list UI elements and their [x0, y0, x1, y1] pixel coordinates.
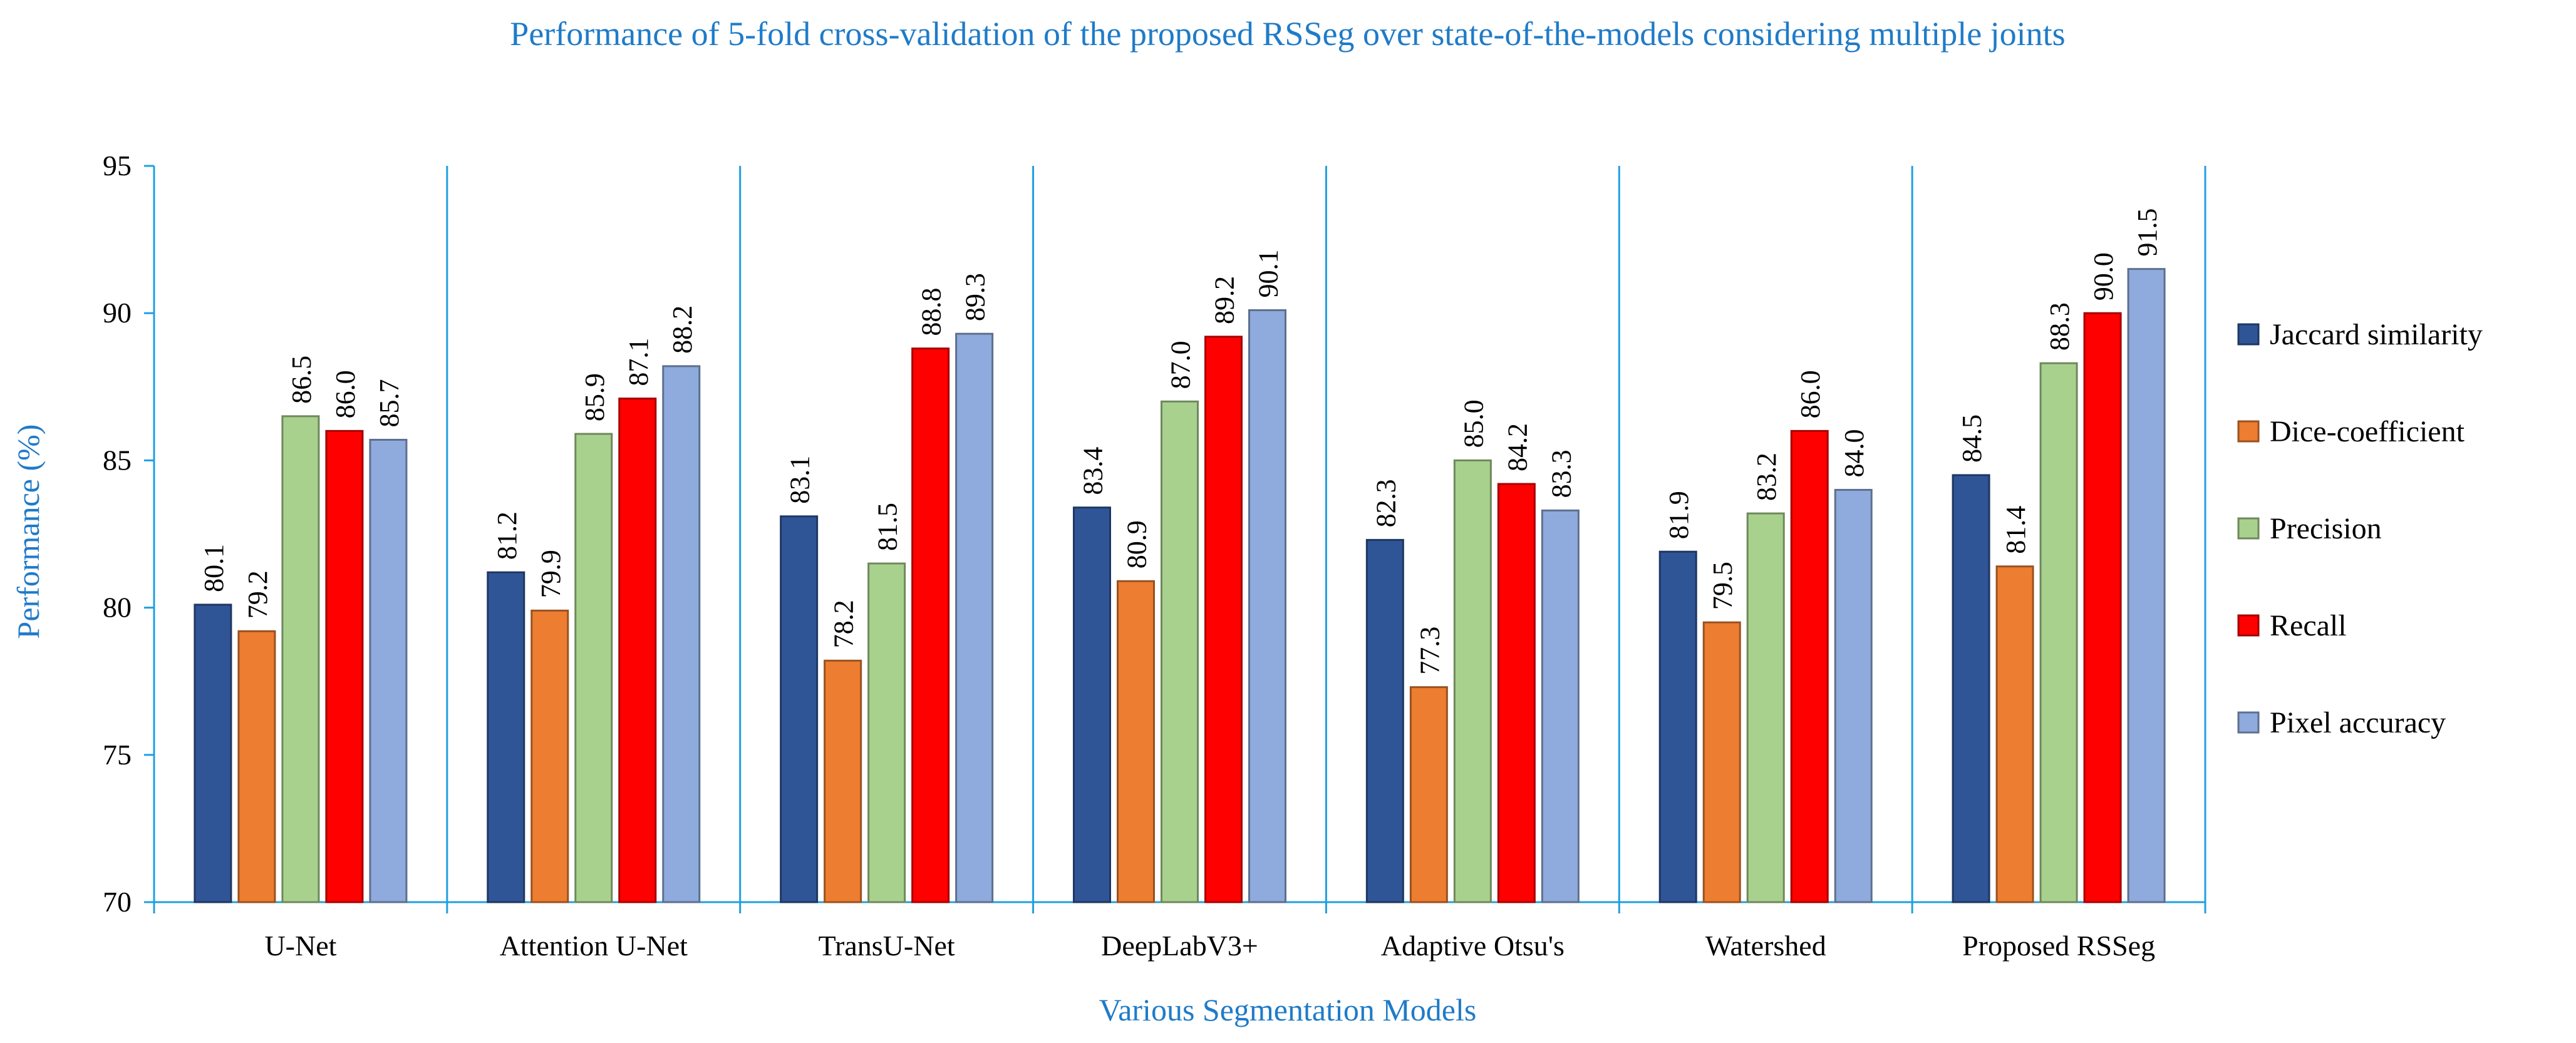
- legend-label: Dice-coefficient: [2270, 415, 2465, 448]
- y-tick-label: 80: [103, 592, 132, 624]
- legend-swatch: [2237, 420, 2260, 443]
- data-label: 87.1: [623, 338, 654, 386]
- data-label: 81.2: [492, 511, 522, 560]
- bar: [955, 332, 994, 903]
- x-tick-label: Watershed: [1705, 930, 1826, 962]
- bar: [1746, 512, 1785, 903]
- bar: [530, 609, 569, 903]
- data-label: 78.2: [829, 600, 859, 648]
- bar: [867, 562, 906, 903]
- chart-title: Performance of 5-fold cross-validation o…: [510, 15, 2065, 53]
- bar: [1453, 459, 1492, 903]
- x-tick-label: Adaptive Otsu's: [1381, 930, 1565, 962]
- bar: [237, 630, 276, 903]
- bar: [662, 365, 701, 903]
- data-label: 89.2: [1209, 276, 1240, 324]
- bar: [1834, 488, 1873, 903]
- data-label: 91.5: [2132, 208, 2163, 257]
- bar: [1204, 336, 1243, 903]
- bar: [2039, 362, 2078, 903]
- data-label: 84.5: [1957, 414, 1987, 463]
- data-label: 86.0: [1795, 370, 1826, 418]
- bar: [1161, 400, 1199, 903]
- bar: [1790, 429, 1829, 903]
- bar: [2127, 268, 2166, 903]
- y-tick-label: 95: [103, 150, 132, 182]
- bar: [1995, 565, 2034, 903]
- bar: [487, 571, 525, 903]
- bar: [2083, 312, 2122, 903]
- data-label: 86.5: [286, 356, 317, 404]
- data-label: 81.9: [1663, 491, 1694, 539]
- data-label: 85.0: [1458, 399, 1489, 448]
- data-label: 87.0: [1166, 341, 1196, 389]
- legend-label: Jaccard similarity: [2270, 318, 2483, 351]
- x-axis-title: Various Segmentation Models: [1099, 992, 1477, 1027]
- x-tick-label: DeepLabV3+: [1101, 930, 1258, 962]
- plot-area: 70 75 80 85 90 95 80.1 79.2 86.5 86.0 85.7 U-Net 81.…: [103, 150, 2206, 962]
- bar: [911, 347, 950, 903]
- bar: [1497, 483, 1536, 903]
- data-label: 83.4: [1078, 447, 1109, 495]
- legend-swatch: [2237, 614, 2260, 637]
- legend-label: Precision: [2270, 512, 2382, 545]
- y-axis-title: Performance (%): [11, 424, 46, 639]
- data-label: 81.5: [872, 503, 903, 551]
- bar: [1702, 621, 1741, 903]
- bar: [1409, 686, 1448, 903]
- bar: [618, 398, 657, 903]
- x-tick-label: TransU-Net: [819, 930, 955, 962]
- x-tick-label: Attention U-Net: [500, 930, 688, 962]
- bar: [1248, 309, 1286, 903]
- data-label: 80.1: [199, 544, 229, 592]
- data-label: 85.9: [579, 373, 610, 421]
- y-tick-label: 85: [103, 444, 132, 476]
- data-label: 84.2: [1502, 423, 1533, 471]
- data-label: 81.4: [2000, 506, 2031, 554]
- legend-label: Recall: [2270, 609, 2347, 642]
- data-label: 82.3: [1370, 479, 1401, 527]
- bar: [780, 515, 819, 903]
- data-label: 88.3: [2044, 302, 2075, 351]
- data-label: 77.3: [1414, 627, 1445, 675]
- data-label: 84.0: [1839, 429, 1870, 477]
- bar: [1952, 474, 1990, 903]
- bar: [369, 438, 408, 903]
- data-label: 79.5: [1707, 562, 1738, 610]
- legend-label: Pixel accuracy: [2270, 706, 2446, 739]
- data-label: 83.1: [785, 456, 815, 504]
- bar: [1658, 550, 1697, 903]
- data-label: 86.0: [330, 370, 361, 418]
- data-label: 79.2: [242, 570, 273, 619]
- x-tick-label: U-Net: [264, 930, 336, 962]
- y-tick-label: 75: [103, 739, 132, 771]
- data-label: 90.1: [1253, 249, 1284, 297]
- data-label: 89.3: [960, 273, 991, 321]
- bar: [574, 433, 613, 903]
- legend: Jaccard similarity Dice-coefficient Precis…: [2237, 318, 2483, 739]
- data-label: 83.3: [1546, 450, 1576, 498]
- x-tick-label: Proposed RSSeg: [1962, 930, 2155, 962]
- data-label: 79.9: [535, 550, 566, 598]
- legend-swatch: [2237, 323, 2260, 346]
- bar: [1117, 580, 1155, 903]
- y-tick-label: 70: [103, 886, 132, 918]
- data-label: 80.9: [1122, 520, 1152, 568]
- bar: [281, 415, 320, 903]
- bar: [1541, 509, 1580, 903]
- legend-swatch: [2237, 517, 2260, 540]
- data-label: 85.7: [374, 379, 405, 427]
- bar: [824, 659, 862, 903]
- bar: [1073, 506, 1111, 903]
- y-tick-label: 90: [103, 297, 132, 329]
- legend-swatch: [2237, 711, 2260, 734]
- bar: [1365, 538, 1404, 903]
- bar: [194, 604, 232, 903]
- data-label: 88.8: [916, 288, 947, 336]
- bar: [325, 429, 364, 903]
- data-label: 90.0: [2088, 252, 2119, 301]
- data-label: 88.2: [667, 306, 698, 354]
- data-label: 83.2: [1751, 453, 1782, 501]
